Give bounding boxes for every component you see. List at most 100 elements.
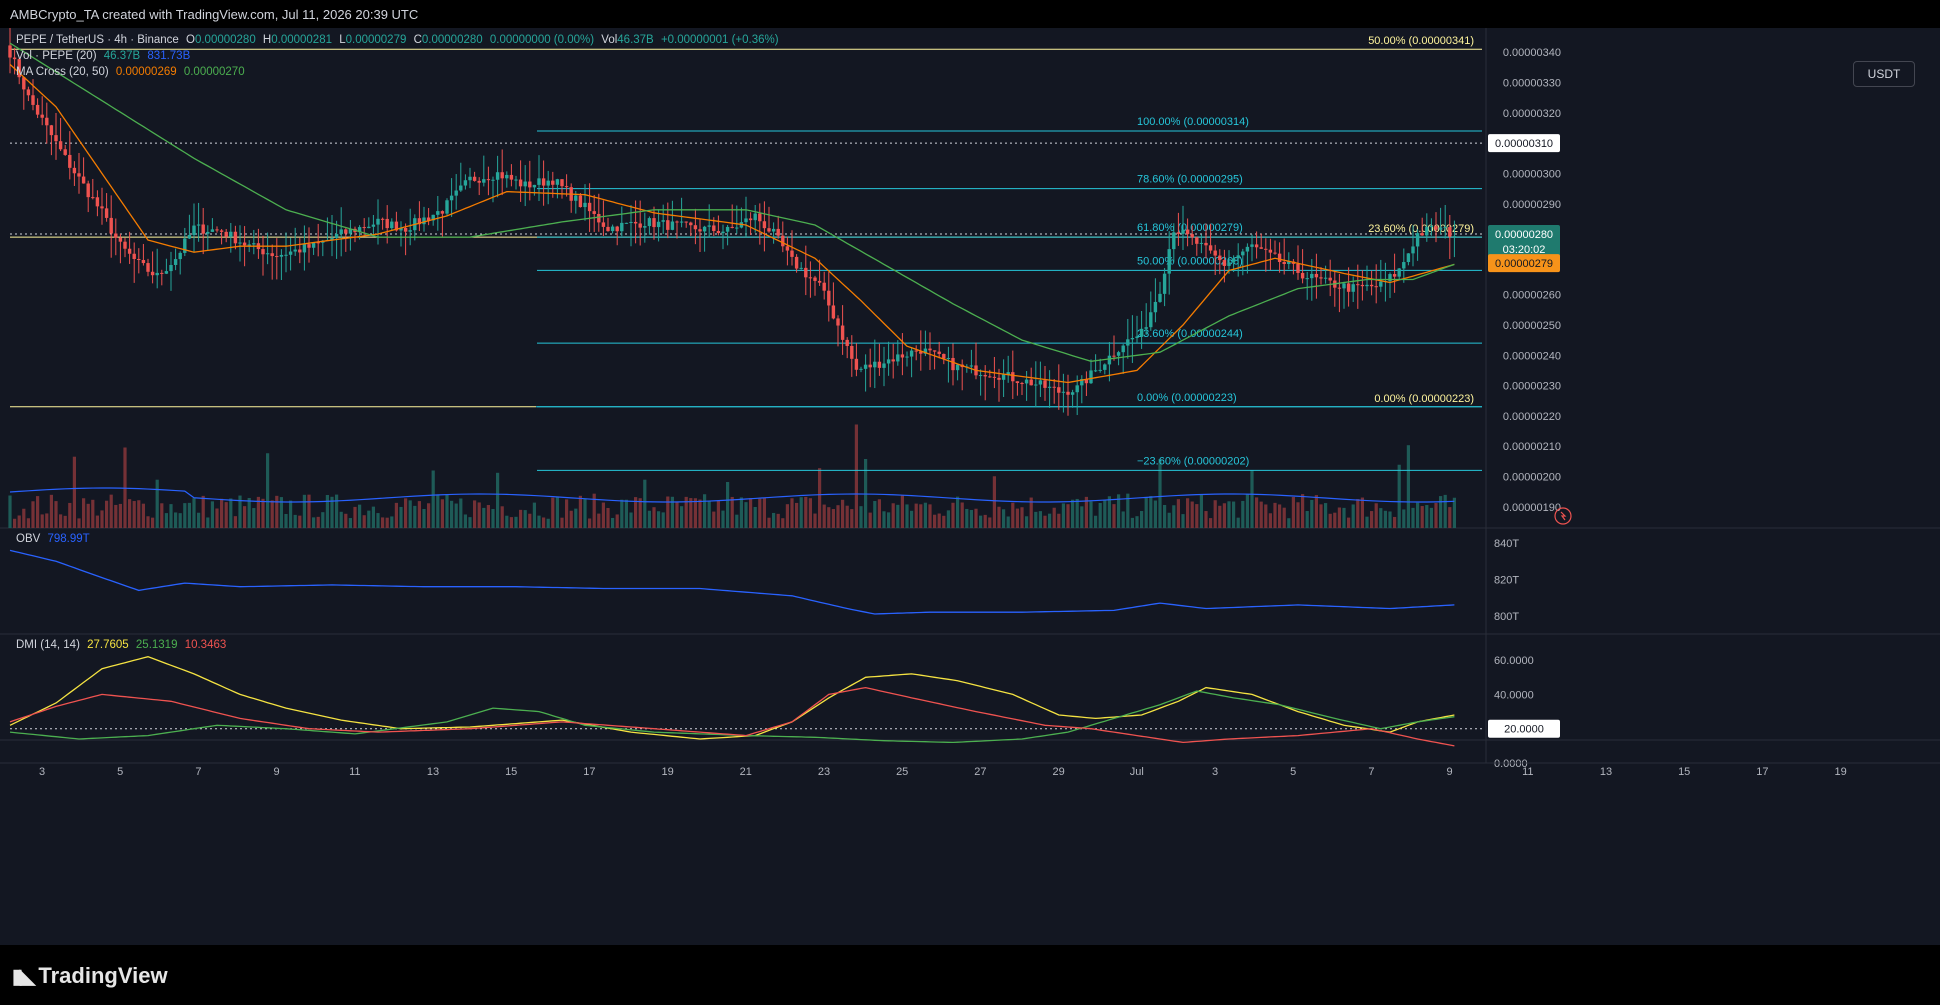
volume-bar [307,494,311,528]
volume-bar [661,512,665,528]
candle-body [633,221,638,224]
volume-bar [1406,445,1410,528]
candle-body [560,179,564,187]
candle-body [1075,385,1079,393]
candle-body [459,185,463,191]
candle-body [1438,227,1443,230]
ma-legend[interactable]: MA Cross (20, 50) 0.00000269 0.00000270 [16,66,249,78]
candle-body [546,180,550,186]
candle-body [445,200,449,214]
candle-body [454,190,458,196]
candle-body [1195,237,1199,244]
chart-canvas[interactable]: 50.00% (0.00000341) 23.60% (0.00000279) 0.… [0,21,1940,945]
volume-bar [1273,502,1277,528]
volume-bar [1379,508,1383,528]
candle-body [946,357,951,359]
candle-body [187,234,192,239]
volume-legend[interactable]: Vol · PEPE (20) 46.37B 831.73B [16,50,194,62]
volume-bar [1397,464,1401,528]
volume-bar [703,494,707,528]
volume-bar [919,504,923,528]
volume-bar [77,518,81,528]
volume-bar [270,500,274,528]
candle-body [238,242,242,244]
candle-body [261,249,265,255]
candle-body [150,271,155,276]
volume-bar [1305,511,1309,528]
candle-body [670,221,675,230]
candle-body [813,277,817,281]
volume-bar [1186,498,1190,528]
volume-bar [583,498,587,528]
candle-body [77,173,81,177]
volume-bar [137,500,141,528]
fib-left-label: 0.00% (0.00000223) [1374,393,1474,405]
volume-bar [1278,504,1282,528]
candle-body [229,231,233,237]
candle-body [1434,226,1438,230]
dmi-legend[interactable]: DMI (14, 14) 27.7605 25.1319 10.3463 [16,639,230,651]
candle-body [877,361,882,368]
volume-bar [399,506,403,528]
candle-body [1342,283,1346,289]
volume-bar [813,513,817,528]
candle-body [224,231,228,237]
volume-bar [1356,499,1360,528]
volume-bar [95,515,99,528]
volume-bar [532,502,536,528]
chart-area[interactable]: 50.00% (0.00000341) 23.60% (0.00000279) 0.… [0,21,1940,945]
candle-body [1213,250,1217,256]
volume-bar [900,495,904,528]
volume-bar [486,505,490,528]
candle-body [1425,226,1429,236]
symbol-name[interactable]: PEPE / TetherUS · 4h · Binance [16,34,179,46]
candle-body [1264,248,1268,250]
candle-body [403,227,408,232]
candle-body [298,249,302,253]
candle-body [601,222,606,227]
currency-button[interactable]: USDT [1853,61,1915,87]
candle-body [896,354,900,362]
time-tick-label: 5 [117,766,123,778]
volume-bar [178,513,182,528]
candle-body [1034,384,1038,386]
volume-bar [974,508,978,528]
volume-bar [13,518,17,528]
volume-bar [22,508,26,528]
candle-body [505,174,509,179]
candle-body [1411,246,1415,254]
fib-right-label: 50.00% (0.00000268) [1137,255,1243,267]
obv-legend[interactable]: OBV 798.99T [16,533,94,545]
volume-bar [1434,503,1438,528]
volume-bar [215,508,219,528]
candle-body [1397,268,1401,277]
candle-body [799,267,803,269]
volume-bar [362,515,366,528]
ma-fast-line [9,63,1455,384]
volume-bar [1452,497,1456,528]
candle-body [390,221,394,229]
obv-value: 798.99T [47,533,90,545]
volume-bar [1015,508,1019,528]
volume-bar [684,496,688,528]
candle-body [1093,370,1098,372]
volume-bar [578,495,582,528]
time-tick-label: 21 [740,766,752,778]
candle-body [40,114,44,118]
candle-body [1149,312,1153,328]
volume-bar [40,514,44,528]
volume-bar [279,497,283,528]
volume-bar [615,514,619,528]
candle-body [983,375,987,377]
top-bar: AMBCrypto_TA created with TradingView.co… [0,0,1940,28]
volume-bar [385,517,389,528]
volume-bar [1301,494,1305,528]
time-tick-label: 3 [1212,766,1218,778]
candle-body [436,211,440,215]
volume-bar [54,501,58,528]
candle-body [629,221,633,223]
candle-body [367,226,371,229]
tradingview-logo[interactable]: ▮◣ TradingView [12,963,168,989]
candle-body [160,272,164,274]
volume-bar [514,516,518,528]
